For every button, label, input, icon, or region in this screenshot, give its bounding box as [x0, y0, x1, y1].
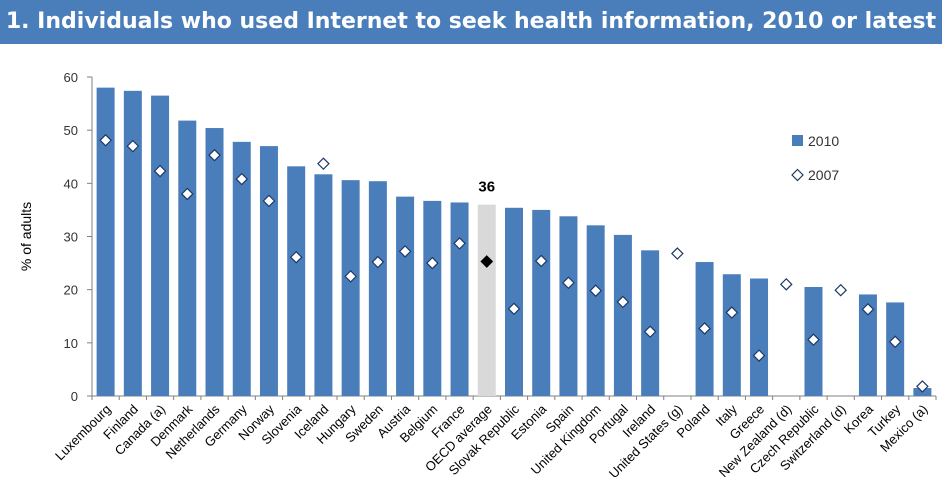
y-tick-label: 10 [64, 336, 78, 351]
oecd-average-label: 36 [478, 179, 495, 196]
diamond-marker [671, 247, 684, 260]
legend-label-2007: 2007 [808, 167, 839, 183]
diamond-marker [534, 254, 548, 268]
diamond-marker [589, 284, 603, 298]
diamond-marker [235, 172, 249, 186]
diamond-marker [371, 255, 385, 269]
diamond-marker [126, 139, 140, 153]
bar [532, 209, 551, 396]
diamond-marker [834, 283, 848, 297]
bar [232, 141, 251, 396]
bar [205, 128, 224, 396]
diamond-marker [725, 306, 739, 319]
legend-label-2010: 2010 [808, 133, 839, 149]
bar [586, 225, 605, 396]
diamond-marker [562, 276, 575, 290]
bar [178, 120, 197, 396]
bar [477, 204, 496, 396]
diamond-marker [344, 270, 357, 283]
diamond-marker [752, 349, 766, 362]
diamond-marker [507, 302, 521, 316]
y-tick-label: 50 [64, 123, 78, 138]
bar [423, 200, 442, 396]
bar [123, 90, 142, 396]
legend-diamond-swatch [791, 168, 804, 182]
diamond-marker [616, 295, 630, 309]
diamond-marker [861, 302, 875, 316]
bar [314, 174, 333, 396]
bar [641, 250, 660, 396]
diamond-marker [779, 278, 793, 291]
diamond-marker [888, 335, 902, 349]
bar [396, 196, 415, 396]
diamond-marker [398, 245, 412, 258]
bar [151, 95, 170, 396]
bar [750, 278, 769, 396]
diamond-marker [153, 164, 167, 178]
diamond-marker [180, 187, 194, 201]
y-axis-label: % of adults [18, 202, 34, 271]
bar [287, 166, 306, 396]
diamond-marker [698, 322, 711, 335]
bar [450, 202, 469, 396]
diamond-marker [99, 133, 112, 147]
bar [505, 207, 523, 396]
y-tick-label: 60 [64, 70, 78, 85]
diamond-marker [425, 256, 439, 270]
diamond-marker [807, 333, 820, 346]
diamond-marker [317, 157, 330, 171]
y-tick-label: 40 [64, 176, 78, 191]
diamond-marker [453, 237, 466, 250]
bar [886, 302, 905, 396]
bar [96, 87, 115, 396]
bar [858, 294, 877, 396]
y-tick-label: 0 [71, 389, 78, 404]
y-tick-label: 30 [64, 230, 78, 245]
diamond-marker [480, 255, 494, 268]
bar [559, 216, 578, 396]
bar [722, 274, 741, 396]
legend-bar-swatch [792, 135, 803, 146]
diamond-marker [262, 194, 276, 208]
bar [613, 234, 632, 396]
title-bar [0, 0, 942, 44]
diamond-marker [289, 250, 303, 264]
y-tick-label: 20 [64, 283, 78, 298]
diamond-marker [208, 148, 221, 162]
chart-title: 1. Individuals who used Internet to seek… [5, 9, 937, 34]
bar [259, 146, 278, 396]
diamond-marker [916, 380, 929, 393]
diamond-marker [643, 325, 657, 339]
bar [341, 180, 360, 396]
bar [368, 181, 387, 396]
